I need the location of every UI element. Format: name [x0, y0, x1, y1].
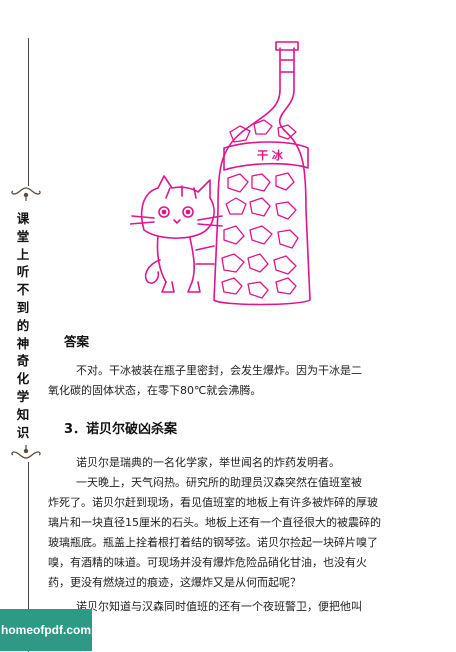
bottle-label-band: [223, 141, 309, 171]
vertical-series-title: 课堂上听不到的神奇化学知识: [12, 210, 34, 441]
story-line-1: 诺贝尔是瑞典的一名化学家，举世闻名的炸药发明者。: [76, 456, 340, 469]
vertical-title-char: 听: [16, 264, 30, 280]
vertical-title-char: 学: [16, 388, 30, 404]
side-rule-top: [28, 38, 29, 186]
vertical-title-char: 的: [16, 317, 30, 333]
answer-line-2: 氧化碳的固体状态，在零下80℃就会沸腾。: [48, 384, 262, 397]
story-line-8: 诺贝尔知道与汉森同时值班的还有一个夜班警卫，便把他叫: [76, 600, 362, 613]
side-rule-bottom: [28, 462, 29, 652]
story-line-7: 药，更没有燃烧过的痕迹，这爆炸又是从何而起呢？: [48, 576, 301, 589]
vertical-title-char: 课: [16, 211, 30, 226]
cat-and-dry-ice-bottle-illustration: 干 冰: [130, 41, 311, 306]
story-line-4: 璃片和一块直径15厘米的石头。地板上还有一个直径很大的被震碎的: [48, 516, 381, 529]
answer-heading: 答案: [64, 334, 90, 349]
vertical-title-char: 知: [16, 406, 30, 422]
vertical-title-char: 识: [16, 424, 30, 440]
bottle-label-text: 干 冰: [257, 148, 284, 162]
vertical-title-char: 堂: [16, 228, 30, 244]
cat-drawing: [130, 175, 223, 293]
vertical-title-char: 化: [16, 371, 30, 387]
vertical-title-char: 到: [16, 299, 30, 315]
story-line-2: 一天晚上，天气闷热。研究所的助理员汉森突然在值班室被: [76, 476, 362, 489]
section-heading: 3．诺贝尔破凶杀案: [64, 422, 178, 437]
answer-line-1: 不对。干冰被装在瓶子里密封，会发生爆炸。因为干冰是二: [76, 364, 362, 377]
story-line-3: 炸死了。诺贝尔赶到现场，看见值班室的地板上有许多被炸碎的厚玻: [48, 496, 378, 509]
vertical-title-char: 神: [16, 335, 30, 351]
story-line-5: 玻璃瓶底。瓶盖上拴着根打着结的钢琴弦。诺贝尔捡起一块碎片嗅了: [48, 536, 378, 549]
bottle-outline: [213, 47, 311, 306]
ornament-top-icon: [11, 187, 41, 201]
ornament-bottom-icon: [11, 445, 41, 459]
vertical-title-char: 奇: [16, 353, 30, 369]
vertical-title-char: 不: [16, 282, 30, 298]
dry-ice-lumps: [221, 119, 299, 299]
watermark-link[interactable]: homeofpdf.com: [0, 609, 92, 651]
vertical-title-char: 上: [16, 246, 30, 262]
story-line-6: 嗅，有酒精的味道。可现场并没有爆炸危险品硝化甘油，也没有火: [48, 556, 367, 569]
